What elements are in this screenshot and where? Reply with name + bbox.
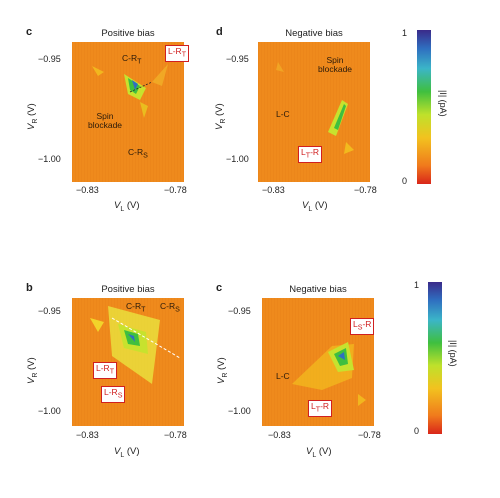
colorbar-label: |I| (pA) — [438, 90, 448, 117]
x-tick: −0.78 — [358, 430, 381, 440]
colorbar-min: 0 — [414, 426, 420, 436]
label-ls-r: LS-R — [350, 318, 375, 335]
panel-letter: b — [26, 282, 33, 294]
current-map — [72, 298, 184, 426]
y-tick: −0.95 — [226, 54, 249, 64]
panel-title: Negative bias — [289, 284, 347, 295]
panel-title: Positive bias — [101, 284, 155, 295]
colorbar-max: 1 — [402, 28, 408, 38]
x-tick: −0.78 — [164, 430, 187, 440]
label-spin-blockade: Spin blockade — [318, 55, 353, 74]
y-tick: −0.95 — [228, 306, 251, 316]
label-c-rt: C-RT — [122, 53, 142, 66]
y-axis-label: VR (V) — [214, 103, 227, 130]
x-tick: −0.83 — [262, 185, 285, 195]
y-axis-label: VR (V) — [216, 357, 229, 384]
label-c-rs: C-RS — [160, 301, 180, 314]
panel-letter: c — [216, 282, 223, 294]
label-c-rs: C-RS — [128, 147, 148, 160]
y-tick: −0.95 — [38, 54, 61, 64]
panel-title: Negative bias — [285, 28, 343, 39]
x-axis-label: VL (V) — [302, 200, 328, 213]
y-tick: −1.00 — [228, 406, 251, 416]
y-tick: −0.95 — [38, 306, 61, 316]
colorbar-max: 1 — [414, 280, 420, 290]
y-tick: −1.00 — [226, 154, 249, 164]
colorbar-min: 0 — [402, 176, 408, 186]
x-axis-label: VL (V) — [114, 446, 140, 459]
current-map — [72, 42, 184, 182]
label-c-rt: C-RT — [126, 301, 146, 314]
x-tick: −0.78 — [164, 185, 187, 195]
colorbar-label: |I| (pA) — [448, 340, 458, 367]
x-tick: −0.83 — [76, 185, 99, 195]
panel-title: Positive bias — [101, 28, 155, 39]
label-lt-r: LT-R — [308, 400, 333, 417]
label-l-c: L-C — [276, 371, 290, 381]
label-l-rs: L-RS — [101, 386, 126, 403]
y-tick: −1.00 — [38, 406, 61, 416]
x-tick: −0.83 — [76, 430, 99, 440]
x-axis-label: VL (V) — [114, 200, 140, 213]
label-spin-blockade: Spin blockade — [88, 111, 123, 130]
label-l-rt: L-RT — [93, 362, 118, 379]
y-tick: −1.00 — [38, 154, 61, 164]
label-lt-r: LT-R — [298, 146, 323, 163]
label-l-c: L-C — [276, 109, 290, 119]
panel-letter: d — [216, 26, 223, 38]
y-axis-label: VR (V) — [26, 357, 39, 384]
y-axis-label: VR (V) — [26, 103, 39, 130]
x-axis-label: VL (V) — [306, 446, 332, 459]
x-tick: −0.78 — [354, 185, 377, 195]
x-tick: −0.83 — [268, 430, 291, 440]
label-l-rt: L-RT — [165, 45, 190, 62]
panel-letter: c — [26, 26, 33, 38]
